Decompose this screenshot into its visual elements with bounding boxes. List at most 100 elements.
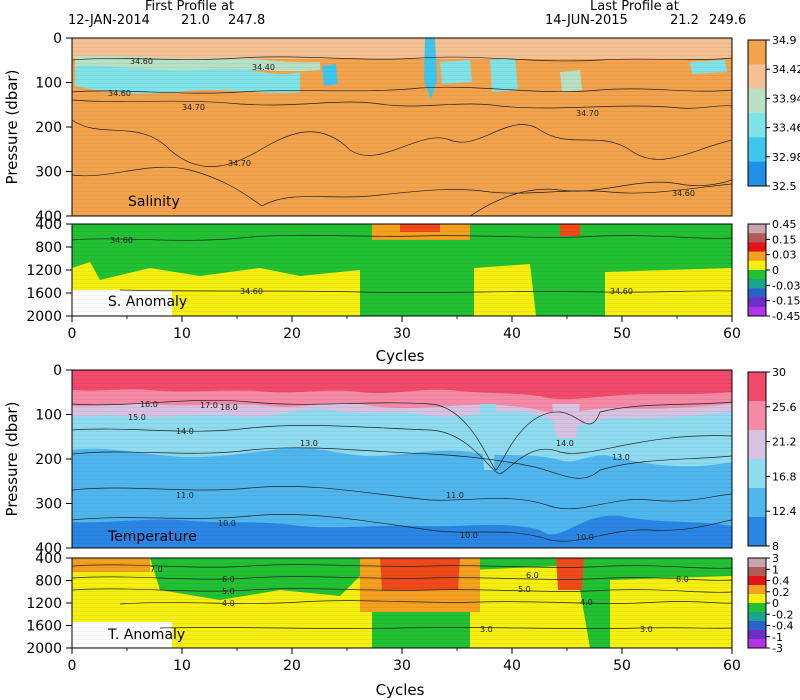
salinity-colorbar: 34.9 34.42 33.94 33.46 32.98 32.5 bbox=[747, 34, 800, 193]
first-profile-lat: 21.0 bbox=[181, 13, 210, 28]
temperature-contour-5 bbox=[72, 514, 732, 542]
t-anomaly-y-axis: 400 800 1200 1600 2000 bbox=[26, 551, 72, 657]
temperature-texture bbox=[72, 370, 732, 548]
temperature-contour-label-7: 14.0 bbox=[556, 439, 574, 448]
colorbar-frame bbox=[747, 371, 767, 547]
salinity-contour-4 bbox=[72, 119, 732, 167]
colorbar-tick-label: 8 bbox=[772, 540, 779, 553]
y-tick-label: 0 bbox=[53, 363, 62, 379]
colorbar-tick-label: 0.15 bbox=[772, 233, 797, 246]
colorbar-swatch bbox=[748, 279, 766, 289]
colorbar-swatch bbox=[748, 64, 766, 90]
colorbar-swatch bbox=[748, 40, 766, 65]
salinity-contour-label-3: 34.60 bbox=[108, 89, 131, 98]
y-tick-label: 1200 bbox=[26, 263, 62, 279]
colorbar-swatch bbox=[748, 603, 766, 613]
temperature-contour-label-10: 11.0 bbox=[446, 491, 464, 500]
temperature-y-axis: 0 100 200 300 400 bbox=[35, 363, 72, 557]
temperature-contour-label-4: 18.0 bbox=[220, 403, 238, 412]
salinity-contour-label-6: 34.70 bbox=[228, 159, 251, 168]
t-anomaly-colorbar: 310.40.20-0.2-0.4-1-3 bbox=[747, 552, 793, 655]
salinity-panel: 34.60 34.40 34.60 34.70 34.70 34.70 34.6… bbox=[3, 31, 800, 225]
colorbar-tick-label: 32.5 bbox=[772, 180, 797, 193]
t-anomaly-contour-label-1: 7.0 bbox=[150, 565, 163, 574]
colorbar-swatch bbox=[748, 567, 766, 577]
x-tick-label: 30 bbox=[393, 326, 411, 342]
colorbar-swatch bbox=[748, 594, 766, 604]
x-tick-label: 60 bbox=[723, 326, 741, 342]
s-anomaly-panel-label: S. Anomaly bbox=[108, 294, 187, 310]
first-profile-lon: 247.8 bbox=[228, 13, 265, 28]
t-anomaly-contour-label-8: 5.0 bbox=[518, 585, 531, 594]
salinity-contour-label-4: 34.70 bbox=[182, 103, 205, 112]
colorbar-swatch bbox=[748, 137, 766, 163]
temperature-anomaly-panel: 7.0 6.0 5.0 4.0 3.0 8.0 6.0 5.0 4.0 3.0 … bbox=[26, 551, 793, 699]
s-anomaly-contour-label-1: 34.60 bbox=[110, 236, 133, 245]
colorbar-swatch bbox=[748, 612, 766, 622]
y-tick-label: 2000 bbox=[26, 309, 62, 325]
temperature-y-axis-label: Pressure (dbar) bbox=[3, 402, 21, 517]
colorbar-swatch bbox=[748, 113, 766, 138]
colorbar-tick-label: 34.9 bbox=[772, 34, 797, 47]
salinity-contour-label-7: 34.60 bbox=[672, 189, 695, 198]
colorbar-tick-label: -3 bbox=[772, 642, 783, 655]
temperature-contour-label-3: 17.0 bbox=[200, 401, 218, 410]
colorbar-tick-label: 25.6 bbox=[772, 401, 797, 414]
x-tick-label: 10 bbox=[173, 658, 191, 674]
temperature-contour-label-2: 15.0 bbox=[128, 413, 146, 422]
colorbar-tick-label: -0.15 bbox=[772, 295, 800, 308]
temperature-contour-label-6: 13.0 bbox=[300, 439, 318, 448]
colorbar-swatch bbox=[748, 224, 766, 234]
temperature-contour-1 bbox=[72, 399, 732, 471]
y-tick-label: 1200 bbox=[26, 596, 62, 612]
salinity-contour-1 bbox=[72, 56, 732, 62]
colorbar-tick-label: 0.45 bbox=[772, 218, 797, 231]
t-anomaly-contour-label-5: 3.0 bbox=[480, 625, 493, 634]
colorbar-swatch bbox=[748, 430, 766, 460]
colorbar-swatch bbox=[748, 242, 766, 253]
colorbar-frame bbox=[747, 39, 767, 187]
t-anomaly-contour-4 bbox=[119, 600, 732, 605]
colorbar-swatch bbox=[748, 161, 766, 187]
colorbar-swatch bbox=[748, 372, 766, 402]
salinity-contour-label-5: 34.70 bbox=[576, 109, 599, 118]
colorbar-tick-label: -0.2 bbox=[772, 608, 793, 621]
salinity-contour-5 bbox=[72, 166, 732, 207]
colorbar-tick-label: 34.42 bbox=[772, 63, 800, 76]
s-anomaly-y-axis: 400 800 1200 1600 2000 bbox=[26, 217, 72, 325]
t-anomaly-contour-3 bbox=[72, 588, 732, 593]
salinity-contour-3 bbox=[72, 99, 732, 109]
x-tick-label: 50 bbox=[613, 326, 631, 342]
salinity-y-axis: 0 100 200 300 400 bbox=[35, 31, 72, 225]
salinity-anomaly-panel: 34.60 34.60 34.60 S. Anomaly 40080012001… bbox=[26, 217, 800, 365]
t-anomaly-panel-label: T. Anomaly bbox=[107, 627, 185, 643]
t-anomaly-contour-label-4: 4.0 bbox=[222, 599, 235, 608]
t-anomaly-contour-label-2: 6.0 bbox=[222, 575, 235, 584]
x-tick-label: 20 bbox=[283, 326, 301, 342]
last-profile-date: 14-JUN-2015 bbox=[545, 13, 628, 28]
x-tick-label: 40 bbox=[503, 658, 521, 674]
y-tick-label: 1600 bbox=[26, 286, 62, 302]
t-anomaly-contour-label-3: 5.0 bbox=[222, 587, 235, 596]
t-anomaly-contour-label-6: 8.0 bbox=[676, 575, 689, 584]
y-tick-label: 1600 bbox=[26, 619, 62, 635]
salinity-contour-6 bbox=[469, 179, 732, 216]
colorbar-swatch bbox=[748, 270, 766, 280]
y-tick-label: 2000 bbox=[26, 641, 62, 657]
temperature-contour-2 bbox=[72, 425, 732, 475]
y-tick-label: 0 bbox=[53, 31, 62, 47]
temperature-panel-label: Temperature bbox=[107, 529, 197, 545]
salinity-contour-label-1: 34.60 bbox=[130, 57, 153, 66]
colorbar-swatch bbox=[748, 488, 766, 518]
colorbar-swatch bbox=[748, 88, 766, 114]
temperature-contour-label-5: 14.0 bbox=[176, 427, 194, 436]
colorbar-swatch bbox=[748, 585, 766, 595]
colorbar-swatch bbox=[748, 621, 766, 631]
colorbar-tick-label: 0 bbox=[772, 264, 779, 277]
colorbar-swatch bbox=[748, 630, 766, 640]
colorbar-tick-label: 1 bbox=[772, 563, 779, 576]
t-anomaly-contour-2 bbox=[72, 576, 732, 581]
colorbar-swatch bbox=[748, 517, 766, 547]
colorbar-tick-label: 32.98 bbox=[772, 151, 800, 164]
